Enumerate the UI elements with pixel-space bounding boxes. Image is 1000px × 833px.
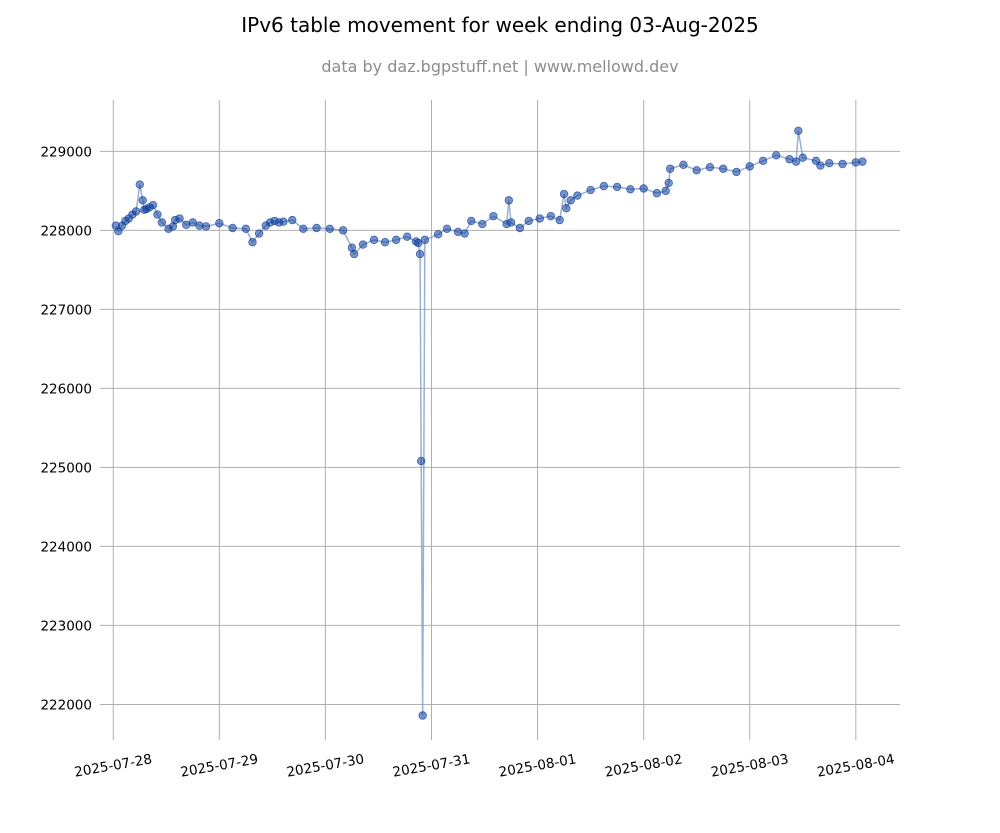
data-point xyxy=(433,230,443,239)
data-point xyxy=(279,217,288,226)
series-ipv6-table-size xyxy=(111,126,867,720)
data-point xyxy=(135,180,144,189)
chart-title: IPv6 table movement for week ending 03-A… xyxy=(241,13,759,37)
x-tick-label: 2025-07-28 xyxy=(73,751,153,780)
data-point xyxy=(416,456,426,466)
data-point xyxy=(546,211,556,221)
data-point xyxy=(248,238,257,247)
data-point xyxy=(414,238,423,248)
data-point xyxy=(175,214,184,223)
data-point xyxy=(652,189,662,198)
data-point xyxy=(692,166,701,175)
data-point xyxy=(288,215,297,225)
data-point xyxy=(369,235,379,245)
data-point xyxy=(772,151,781,160)
y-tick-labels: 222000 223000 224000 225000 226000 227000 2280… xyxy=(40,144,92,713)
data-point xyxy=(506,218,516,227)
data-point xyxy=(153,210,162,219)
data-point xyxy=(559,189,569,199)
data-point xyxy=(391,235,401,245)
x-tick-label: 2025-07-30 xyxy=(285,751,365,780)
data-point xyxy=(679,160,688,169)
data-point xyxy=(418,711,427,720)
data-point xyxy=(515,223,525,233)
data-point xyxy=(131,207,141,216)
data-point xyxy=(838,159,847,169)
x-tick-label: 2025-07-31 xyxy=(391,751,471,780)
chart-subtitle: data by daz.bgpstuff.net | www.mellowd.d… xyxy=(321,57,678,76)
data-point xyxy=(415,249,425,259)
x-tick-label: 2025-08-02 xyxy=(604,751,684,780)
series-line xyxy=(115,130,863,716)
data-point xyxy=(732,167,741,177)
x-tick-label: 2025-08-01 xyxy=(498,751,578,780)
x-tick-label: 2025-08-03 xyxy=(710,751,790,780)
data-point xyxy=(420,235,430,245)
y-tick-label: 227000 xyxy=(40,302,92,318)
data-point xyxy=(188,218,198,227)
data-point xyxy=(299,224,308,233)
data-point xyxy=(745,162,754,171)
y-tick-label: 223000 xyxy=(40,618,92,634)
data-point xyxy=(460,229,469,238)
data-point xyxy=(215,219,224,228)
data-point xyxy=(338,226,348,235)
data-point xyxy=(798,153,807,162)
data-point xyxy=(254,229,264,238)
data-point xyxy=(325,224,335,233)
x-tick-labels: 2025-07-28 2025-07-29 2025-07-30 2025-07-31… xyxy=(73,751,896,780)
data-point xyxy=(478,219,487,229)
data-point xyxy=(791,157,801,166)
data-point xyxy=(467,216,476,226)
x-tick-label: 2025-07-29 xyxy=(179,751,259,780)
y-tick-label: 226000 xyxy=(40,381,92,397)
data-point xyxy=(719,164,728,173)
y-tick-label: 228000 xyxy=(40,223,92,239)
data-point xyxy=(705,162,715,172)
data-point xyxy=(661,186,670,196)
data-point xyxy=(816,161,825,170)
data-point xyxy=(586,185,595,195)
data-point xyxy=(664,178,673,188)
data-point xyxy=(442,224,452,233)
data-point xyxy=(665,164,675,173)
data-point xyxy=(573,191,582,200)
data-point xyxy=(794,126,803,136)
data-point xyxy=(228,223,237,233)
data-point xyxy=(626,185,635,194)
y-gridlines xyxy=(100,150,900,705)
y-tick-label: 224000 xyxy=(40,539,92,555)
data-point xyxy=(825,159,834,168)
data-point xyxy=(758,156,768,166)
data-point xyxy=(524,216,533,226)
data-point xyxy=(358,240,368,249)
data-point xyxy=(138,196,147,205)
data-point xyxy=(489,211,498,221)
x-tick-label: 2025-08-04 xyxy=(816,751,896,780)
data-point xyxy=(201,222,211,231)
data-point xyxy=(639,184,648,193)
data-point xyxy=(349,249,359,259)
data-point xyxy=(858,157,867,166)
data-point xyxy=(566,196,575,205)
data-point xyxy=(562,204,571,213)
data-point xyxy=(148,200,158,210)
data-point xyxy=(402,232,412,241)
data-point xyxy=(504,196,514,205)
data-point xyxy=(599,181,609,191)
data-point xyxy=(535,214,544,223)
y-tick-label: 225000 xyxy=(40,460,92,476)
data-point xyxy=(612,182,622,192)
y-tick-label: 229000 xyxy=(40,144,92,160)
data-point xyxy=(312,223,321,233)
data-point xyxy=(241,224,251,233)
x-gridlines xyxy=(112,100,857,740)
data-point xyxy=(380,238,390,247)
y-tick-label: 222000 xyxy=(40,697,92,713)
data-point xyxy=(157,218,167,227)
data-point xyxy=(555,215,564,225)
